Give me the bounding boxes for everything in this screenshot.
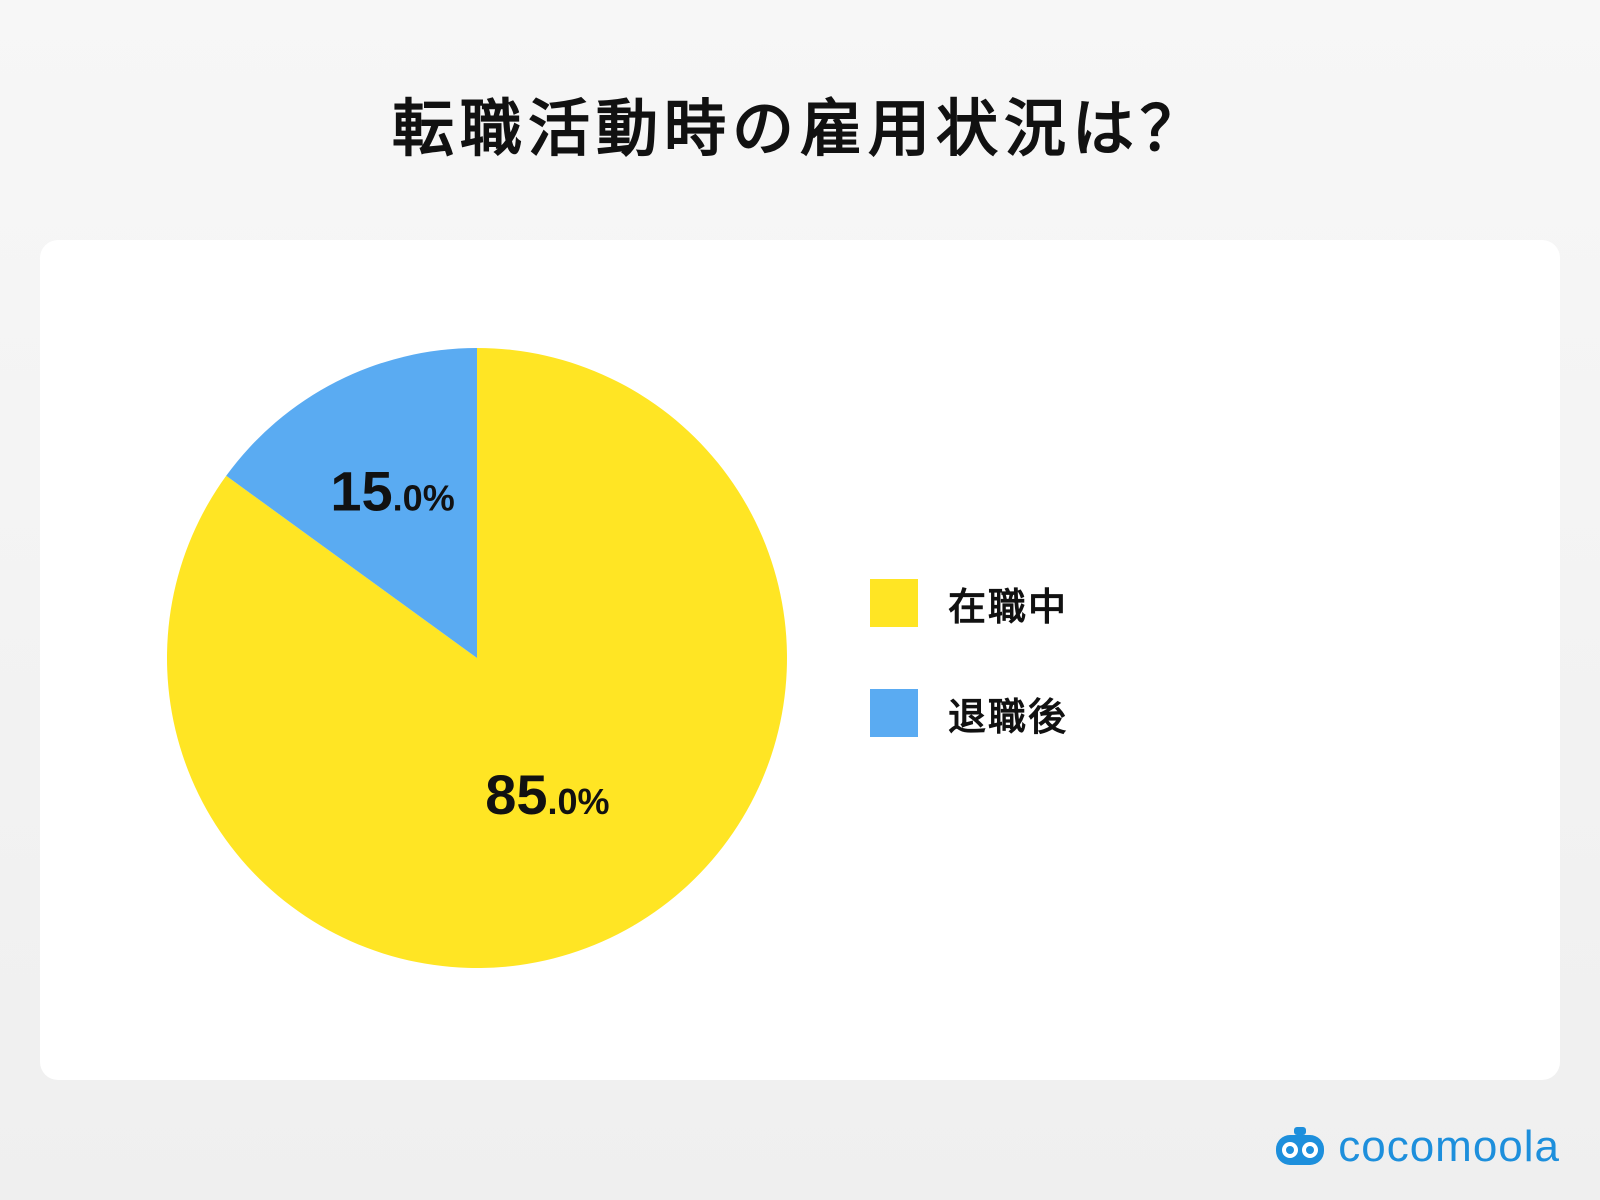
pie-slice-resigned (226, 348, 477, 658)
pie-label-resigned: 15.0% (330, 459, 454, 522)
pie-chart: 85.0% 15.0% (166, 348, 787, 968)
legend-swatch-resigned (870, 689, 918, 737)
legend-item-resigned: 退職後 (870, 688, 1069, 739)
brand-name: cocomoola (1338, 1122, 1560, 1171)
cocomoola-logo-icon (1276, 1127, 1325, 1165)
chart-card: 85.0% 15.0% 在職中 退職後 (40, 240, 1560, 1080)
pie-slices (166, 348, 787, 968)
legend-item-employed: 在職中 (870, 578, 1069, 629)
pie-slice-employed (166, 348, 787, 968)
pie-label-employed: 85.0% (485, 763, 609, 826)
legend-label-resigned: 退職後 (948, 694, 1069, 739)
brand-logo: cocomoola (1272, 1122, 1560, 1172)
legend-label-employed: 在職中 (948, 584, 1069, 629)
pie-labels: 85.0% 15.0% (330, 459, 609, 826)
legend-swatch-employed (870, 579, 918, 627)
page-title: 転職活動時の雇用状況は？ (391, 92, 1208, 165)
legend: 在職中 退職後 (870, 578, 1068, 798)
